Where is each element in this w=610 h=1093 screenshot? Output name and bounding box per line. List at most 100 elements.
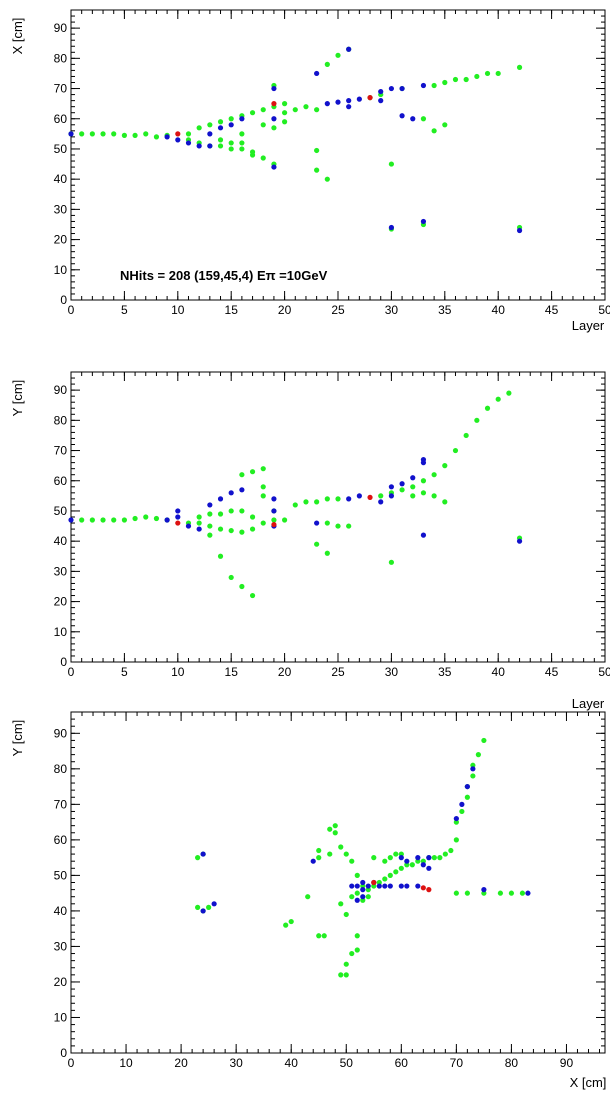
hit-point-blue [314, 520, 320, 526]
hit-point-red [371, 879, 377, 886]
hit-point-blue [175, 137, 181, 143]
series-red-hits [175, 494, 373, 528]
hit-point-green [207, 532, 213, 538]
hit-point-blue [525, 890, 531, 896]
y-axis-label: Y [cm] [10, 380, 25, 417]
y-tick-label: 10 [54, 263, 68, 277]
hit-point-blue [459, 801, 465, 807]
hit-point-blue [376, 883, 382, 889]
hit-point-blue [207, 131, 213, 137]
x-tick-label: 0 [68, 1056, 75, 1070]
hit-point-green [239, 583, 245, 590]
hit-point-blue [378, 98, 384, 104]
hit-point-red [426, 887, 432, 893]
hit-point-blue [398, 883, 404, 889]
hit-point-green [282, 110, 288, 116]
hit-point-blue [335, 99, 341, 105]
hit-point-green [260, 466, 266, 472]
hit-point-green [196, 520, 202, 526]
hit-point-green [437, 855, 443, 861]
x-tick-label: 30 [385, 665, 399, 679]
hit-point-green [316, 855, 322, 861]
hit-point-green [260, 484, 266, 490]
hit-point-green [360, 897, 366, 903]
hit-point-green [217, 553, 224, 559]
hit-point-blue [356, 493, 362, 499]
hit-point-green [249, 152, 256, 158]
hit-point-green [354, 933, 360, 939]
hit-point-green [464, 794, 470, 800]
y-tick-label: 0 [60, 293, 67, 307]
hit-point-blue [360, 887, 366, 893]
y-tick-label: 70 [54, 444, 68, 458]
hit-point-green [239, 140, 245, 146]
hit-point-blue [271, 496, 277, 502]
hit-point-green [305, 894, 311, 900]
hit-point-blue [228, 122, 234, 128]
hit-point-blue [410, 116, 416, 122]
x-tick-label: 70 [450, 1056, 464, 1070]
hit-point-green [249, 592, 256, 599]
y-tick-label: 50 [54, 868, 68, 882]
hit-point-blue [356, 96, 362, 102]
y-tick-label: 80 [54, 413, 68, 427]
hit-point-green [324, 61, 330, 67]
hit-point-green [292, 502, 298, 508]
x-tick-label: 20 [278, 303, 292, 317]
x-tick-label: 25 [331, 665, 345, 679]
x-tick-label: 20 [174, 1056, 188, 1070]
y-tick-label: 50 [54, 504, 68, 518]
hit-point-green [314, 541, 320, 547]
hit-point-blue [453, 815, 459, 822]
hit-point-green [376, 879, 382, 886]
hit-point-blue [68, 131, 74, 137]
x-tick-label: 45 [545, 303, 559, 317]
hit-point-green [349, 894, 355, 900]
hit-point-green [464, 890, 470, 896]
y-tick-label: 30 [54, 939, 68, 953]
hit-point-green [260, 122, 266, 128]
hit-point-green [404, 862, 410, 868]
hit-point-green [271, 125, 277, 131]
hit-point-blue [481, 887, 487, 893]
hit-point-green [121, 132, 127, 138]
hit-point-green [453, 837, 459, 843]
x-tick-label: 0 [68, 303, 75, 317]
hit-point-green [453, 819, 459, 825]
hit-point-blue [387, 883, 393, 889]
x-tick-label: 35 [438, 303, 452, 317]
hit-point-green [195, 904, 201, 910]
hit-point-green [228, 140, 234, 146]
x-tick-label: 90 [560, 1056, 574, 1070]
hit-point-blue [382, 883, 388, 889]
hit-point-green [207, 523, 213, 529]
hit-point-blue [470, 766, 476, 772]
hit-point-blue [354, 897, 360, 903]
y-tick-label: 20 [54, 975, 68, 989]
hit-point-green [393, 851, 399, 857]
hit-point-blue [271, 164, 277, 170]
hit-point-green [207, 511, 213, 517]
hit-point-green [228, 527, 234, 534]
y-tick-label: 90 [54, 383, 68, 397]
hit-point-green [260, 493, 266, 499]
hit-point-green [332, 823, 338, 829]
x-tick-label: 50 [598, 665, 610, 679]
hit-point-blue [426, 865, 432, 871]
hit-point-green [365, 894, 371, 900]
hit-point-green [316, 933, 322, 939]
hit-point-green [459, 808, 465, 815]
hit-point-green [228, 146, 234, 152]
hit-point-blue [207, 502, 213, 508]
hit-point-green [143, 131, 149, 137]
series-red-hits [175, 95, 373, 137]
hit-point-green [185, 131, 192, 137]
hit-point-green [335, 52, 341, 58]
hit-point-green [484, 70, 491, 77]
hit-point-green [382, 876, 388, 882]
hit-point-green [207, 122, 213, 128]
hit-point-red [175, 131, 181, 137]
hit-point-green [431, 493, 437, 499]
hit-point-green [217, 511, 224, 517]
